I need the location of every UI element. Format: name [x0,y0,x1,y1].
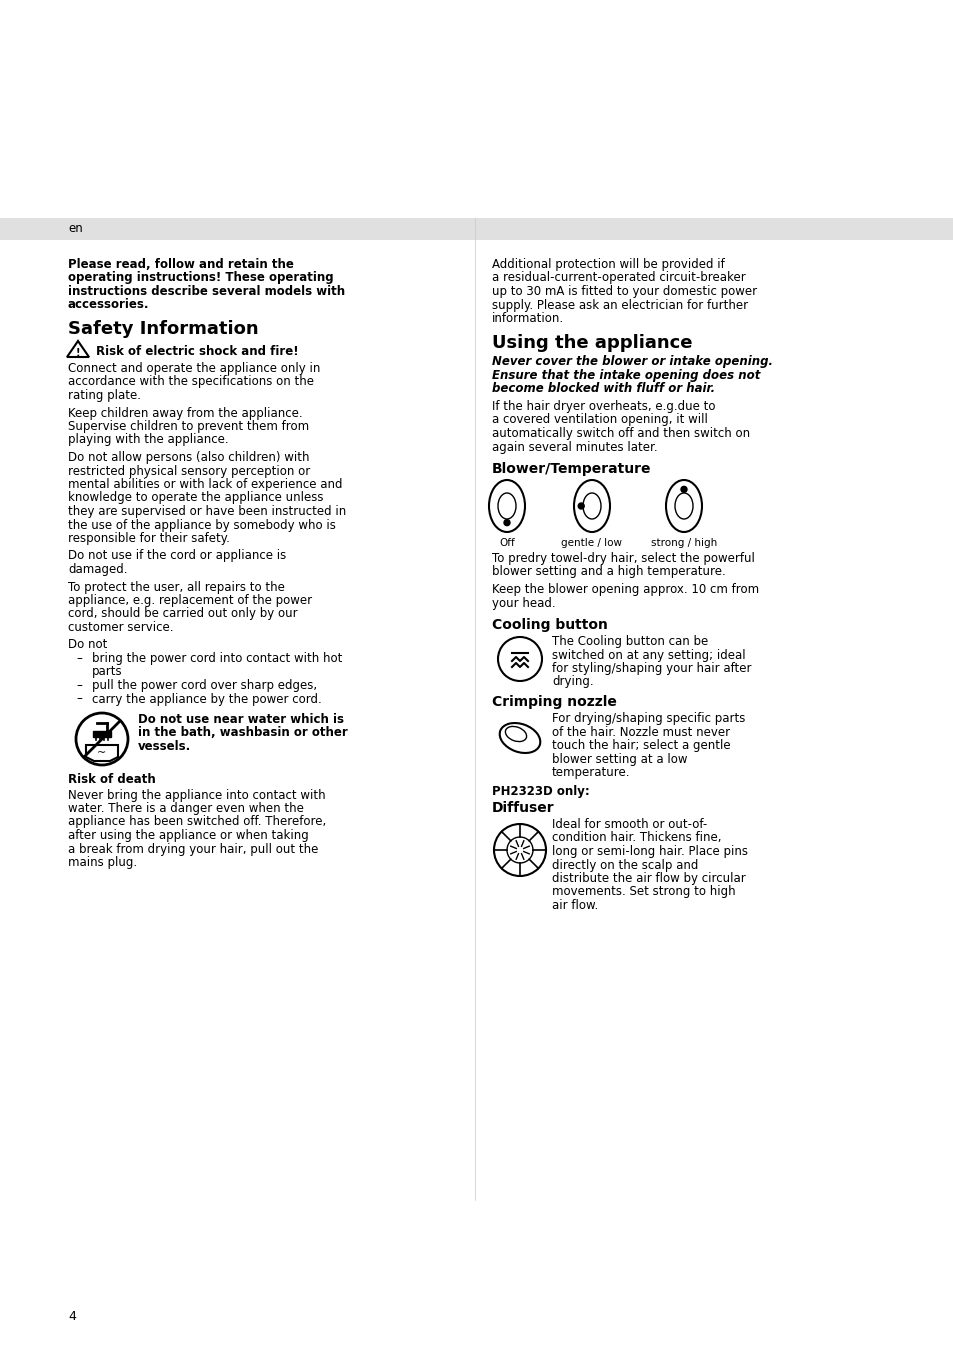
Text: for styling/shaping your hair after: for styling/shaping your hair after [552,662,751,676]
Text: blower setting and a high temperature.: blower setting and a high temperature. [492,566,725,578]
Text: Safety Information: Safety Information [68,320,258,338]
Text: accessories.: accessories. [68,299,150,312]
Text: Additional protection will be provided if: Additional protection will be provided i… [492,258,724,272]
Text: Do not use near water which is: Do not use near water which is [138,713,344,725]
Text: Do not: Do not [68,639,108,651]
Text: Do not use if the cord or appliance is: Do not use if the cord or appliance is [68,550,286,562]
Text: 4: 4 [68,1310,76,1323]
Text: operating instructions! These operating: operating instructions! These operating [68,272,334,285]
Text: en: en [68,223,83,235]
Text: directly on the scalp and: directly on the scalp and [552,858,698,871]
Text: Connect and operate the appliance only in: Connect and operate the appliance only i… [68,362,320,376]
Text: Please read, follow and retain the: Please read, follow and retain the [68,258,294,272]
Text: appliance has been switched off. Therefore,: appliance has been switched off. Therefo… [68,816,326,828]
Text: playing with the appliance.: playing with the appliance. [68,434,229,446]
Bar [0,218,953,240]
Text: damaged.: damaged. [68,563,128,576]
Text: gentle / low: gentle / low [561,538,622,549]
Text: ~: ~ [97,748,107,758]
Bar [92,731,111,738]
Text: accordance with the specifications on the: accordance with the specifications on th… [68,376,314,389]
Text: after using the appliance or when taking: after using the appliance or when taking [68,830,309,842]
Text: customer service.: customer service. [68,621,173,634]
Text: in the bath, washbasin or other: in the bath, washbasin or other [138,727,348,739]
Text: knowledge to operate the appliance unless: knowledge to operate the appliance unles… [68,492,323,504]
Text: drying.: drying. [552,676,593,689]
Text: air flow.: air flow. [552,898,598,912]
Circle shape [680,486,686,492]
Text: If the hair dryer overheats, e.g.due to: If the hair dryer overheats, e.g.due to [492,400,715,413]
Text: information.: information. [492,312,563,326]
Text: long or semi-long hair. Place pins: long or semi-long hair. Place pins [552,844,747,858]
Text: !: ! [75,349,80,358]
Text: PH2323D only:: PH2323D only: [492,785,589,798]
Text: mains plug.: mains plug. [68,857,137,869]
Text: carry the appliance by the power cord.: carry the appliance by the power cord. [91,693,321,705]
Text: The Cooling button can be: The Cooling button can be [552,635,707,648]
Text: Ensure that the intake opening does not: Ensure that the intake opening does not [492,369,760,382]
Text: water. There is a danger even when the: water. There is a danger even when the [68,802,304,815]
Text: they are supervised or have been instructed in: they are supervised or have been instruc… [68,505,346,517]
Text: blower setting at a low: blower setting at a low [552,753,687,766]
Text: Supervise children to prevent them from: Supervise children to prevent them from [68,420,309,434]
Text: of the hair. Nozzle must never: of the hair. Nozzle must never [552,725,729,739]
Text: Off: Off [498,538,515,549]
Text: For drying/shaping specific parts: For drying/shaping specific parts [552,712,744,725]
Text: restricted physical sensory perception or: restricted physical sensory perception o… [68,465,310,477]
Text: appliance, e.g. replacement of the power: appliance, e.g. replacement of the power [68,594,312,607]
Circle shape [503,520,510,526]
Text: instructions describe several models with: instructions describe several models wit… [68,285,345,299]
Text: strong / high: strong / high [650,538,717,549]
Text: cord, should be carried out only by our: cord, should be carried out only by our [68,608,297,620]
Text: bring the power cord into contact with hot: bring the power cord into contact with h… [91,653,342,665]
Text: automatically switch off and then switch on: automatically switch off and then switch… [492,427,749,440]
Text: rating plate.: rating plate. [68,389,141,403]
Text: Cooling button: Cooling button [492,617,607,632]
Text: responsible for their safety.: responsible for their safety. [68,532,230,544]
Text: temperature.: temperature. [552,766,630,780]
Text: Diffuser: Diffuser [492,801,554,815]
Text: condition hair. Thickens fine,: condition hair. Thickens fine, [552,831,720,844]
Text: Ideal for smooth or out-of-: Ideal for smooth or out-of- [552,817,706,831]
Text: Do not allow persons (also children) with: Do not allow persons (also children) wit… [68,451,309,463]
Text: movements. Set strong to high: movements. Set strong to high [552,885,735,898]
Text: Keep the blower opening approx. 10 cm from: Keep the blower opening approx. 10 cm fr… [492,584,759,596]
Text: Risk of death: Risk of death [68,773,155,786]
Text: Never cover the blower or intake opening.: Never cover the blower or intake opening… [492,355,772,369]
Text: again several minutes later.: again several minutes later. [492,440,657,454]
Text: touch the hair; select a gentle: touch the hair; select a gentle [552,739,730,753]
Text: Crimping nozzle: Crimping nozzle [492,694,617,709]
Text: –: – [76,680,82,692]
Text: –: – [76,693,82,705]
Text: your head.: your head. [492,597,555,609]
Text: a covered ventilation opening, it will: a covered ventilation opening, it will [492,413,707,427]
Text: switched on at any setting; ideal: switched on at any setting; ideal [552,648,745,662]
Circle shape [578,503,583,509]
Text: Risk of electric shock and fire!: Risk of electric shock and fire! [96,345,298,358]
Text: Keep children away from the appliance.: Keep children away from the appliance. [68,407,302,420]
Text: a break from drying your hair, pull out the: a break from drying your hair, pull out … [68,843,318,855]
Text: mental abilities or with lack of experience and: mental abilities or with lack of experie… [68,478,342,490]
Text: distribute the air flow by circular: distribute the air flow by circular [552,871,745,885]
Text: Blower/Temperature: Blower/Temperature [492,462,651,476]
Text: pull the power cord over sharp edges,: pull the power cord over sharp edges, [91,680,316,692]
Text: Using the appliance: Using the appliance [492,334,692,351]
Text: supply. Please ask an electrician for further: supply. Please ask an electrician for fu… [492,299,747,312]
Text: parts: parts [91,666,123,678]
Text: –: – [76,653,82,665]
Text: up to 30 mA is fitted to your domestic power: up to 30 mA is fitted to your domestic p… [492,285,757,299]
Text: vessels.: vessels. [138,740,191,753]
Text: To protect the user, all repairs to the: To protect the user, all repairs to the [68,581,285,593]
Text: Never bring the appliance into contact with: Never bring the appliance into contact w… [68,789,325,801]
Text: the use of the appliance by somebody who is: the use of the appliance by somebody who… [68,519,335,531]
Text: become blocked with fluff or hair.: become blocked with fluff or hair. [492,382,715,396]
Text: To predry towel-dry hair, select the powerful: To predry towel-dry hair, select the pow… [492,553,754,565]
Text: a residual-current-operated circuit-breaker: a residual-current-operated circuit-brea… [492,272,745,285]
